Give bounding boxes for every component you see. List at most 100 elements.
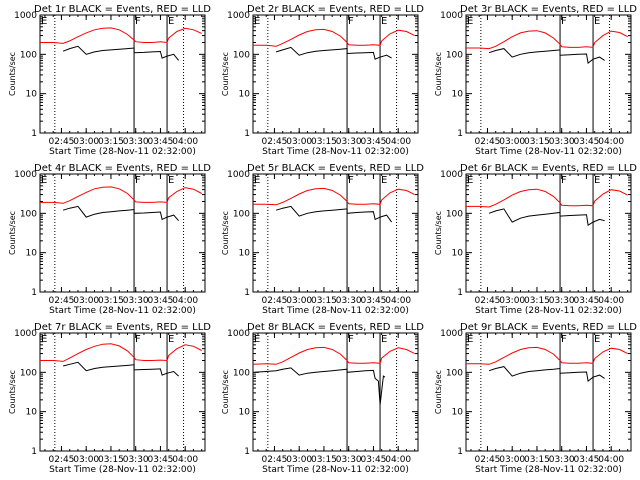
events-series-line: [62, 205, 179, 222]
panel-det-4: Det 4r BLACK = Events, RED = LLD 1 10 100 10…: [8, 163, 211, 316]
x-tick-label: 03:30: [336, 137, 362, 147]
panel-title: Det 2r BLACK = Events, RED = LLD: [247, 4, 424, 15]
x-tick-label: 03:15: [98, 296, 124, 306]
axes-frame: [39, 14, 206, 134]
events-series-line: [488, 48, 605, 65]
y-axis-label: Counts/sec: [434, 211, 443, 255]
x-tick-label: 03:00: [73, 455, 99, 465]
x-axis-label: Start Time (28-Nov-11 02:32:00): [262, 306, 409, 316]
lld-series-line: [252, 346, 415, 365]
events-series-line: [275, 205, 393, 223]
marker-label: F: [348, 175, 354, 186]
panel-title: Det 1r BLACK = Events, RED = LLD: [34, 4, 211, 15]
y-tick-label: 1: [244, 447, 250, 457]
x-axis-label: Start Time (28-Nov-11 02:32:00): [49, 306, 196, 316]
panel-title: Det 5r BLACK = Events, RED = LLD: [247, 163, 424, 174]
y-axis-label: Counts/sec: [221, 211, 230, 255]
y-tick-label: 1000: [440, 329, 463, 339]
y-tick-label: 10: [452, 90, 464, 100]
y-tick-label: 10: [452, 408, 464, 418]
x-tick-label: 03:30: [549, 296, 575, 306]
y-tick-label: 10: [239, 249, 251, 259]
x-tick-label: 03:45: [360, 455, 386, 465]
x-axis-label: Start Time (28-Nov-11 02:32:00): [262, 147, 409, 157]
x-tick-label: 02:45: [48, 455, 74, 465]
x-tick-label: 03:15: [311, 296, 337, 306]
x-tick-label: 02:45: [48, 137, 74, 147]
y-tick-label: 1000: [14, 11, 37, 21]
y-tick-label: 100: [446, 368, 463, 378]
x-tick-label: 02:45: [261, 455, 287, 465]
x-tick-label: 03:00: [73, 137, 99, 147]
y-tick-label: 1000: [227, 170, 250, 180]
y-tick-label: 100: [446, 209, 463, 219]
y-tick-label: 1: [31, 129, 37, 139]
panel-det-8: Det 8r BLACK = Events, RED = LLD 1 10 100 10…: [221, 322, 424, 475]
y-axis-label: Counts/sec: [221, 52, 230, 96]
marker-label: F: [135, 16, 141, 27]
y-tick-label: 100: [233, 368, 250, 378]
lld-series-line: [40, 343, 202, 362]
axes-frame: [465, 14, 632, 134]
x-tick-label: 02:45: [261, 296, 287, 306]
y-axis-label: Counts/sec: [8, 370, 17, 414]
marker-label: E: [467, 175, 473, 186]
y-tick-label: 1: [457, 129, 463, 139]
x-tick-label: 04:00: [598, 296, 624, 306]
x-tick-label: 04:00: [172, 137, 198, 147]
x-tick-label: 03:15: [311, 137, 337, 147]
x-tick-label: 04:00: [385, 296, 411, 306]
x-tick-label: 03:45: [573, 296, 599, 306]
x-tick-label: 03:30: [123, 296, 149, 306]
marker-label: F: [561, 334, 567, 345]
x-tick-label: 03:45: [147, 137, 173, 147]
y-tick-label: 1: [31, 447, 37, 457]
panel-det-3: Det 3r BLACK = Events, RED = LLD 1 10 100 10…: [434, 4, 637, 157]
panel-det-9: Det 9r BLACK = Events, RED = LLD 1 10 100 10…: [434, 322, 637, 475]
x-tick-label: 03:45: [360, 137, 386, 147]
x-tick-label: 03:00: [286, 455, 312, 465]
marker-label: E: [594, 334, 600, 345]
x-tick-label: 03:15: [524, 296, 550, 306]
x-tick-label: 03:30: [549, 137, 575, 147]
axes-frame: [252, 332, 419, 452]
marker-label: E: [41, 16, 47, 27]
marker-label: F: [561, 16, 567, 27]
y-tick-label: 1000: [14, 329, 37, 339]
marker-label: F: [135, 334, 141, 345]
marker-label: E: [168, 334, 174, 345]
marker-label: F: [135, 175, 141, 186]
axes-frame: [465, 332, 632, 452]
x-tick-label: 03:00: [73, 296, 99, 306]
y-tick-label: 10: [26, 249, 38, 259]
y-tick-label: 10: [239, 90, 251, 100]
x-tick-label: 03:00: [286, 137, 312, 147]
y-tick-label: 1: [244, 129, 250, 139]
y-axis-label: Counts/sec: [8, 211, 17, 255]
x-axis-label: Start Time (28-Nov-11 02:32:00): [475, 306, 622, 316]
y-tick-label: 1: [457, 447, 463, 457]
x-tick-label: 03:15: [311, 455, 337, 465]
panel-title: Det 7r BLACK = Events, RED = LLD: [34, 322, 211, 333]
x-tick-label: 03:30: [549, 455, 575, 465]
x-tick-label: 02:45: [474, 137, 500, 147]
y-axis-label: Counts/sec: [221, 370, 230, 414]
y-tick-label: 10: [452, 249, 464, 259]
x-tick-label: 03:15: [98, 137, 124, 147]
y-tick-label: 10: [239, 408, 251, 418]
y-tick-label: 100: [233, 50, 250, 60]
y-tick-label: 10: [26, 408, 38, 418]
y-tick-label: 100: [20, 209, 37, 219]
y-tick-label: 1000: [227, 329, 250, 339]
x-tick-label: 03:15: [524, 455, 550, 465]
x-tick-label: 04:00: [172, 296, 198, 306]
marker-label: E: [467, 16, 473, 27]
marker-label: F: [348, 334, 354, 345]
marker-label: E: [254, 334, 260, 345]
y-axis-label: Counts/sec: [8, 52, 17, 96]
x-tick-label: 04:00: [598, 137, 624, 147]
x-tick-label: 02:45: [474, 455, 500, 465]
y-tick-label: 1: [244, 288, 250, 298]
panel-title: Det 8r BLACK = Events, RED = LLD: [247, 322, 424, 333]
marker-label: F: [561, 175, 567, 186]
